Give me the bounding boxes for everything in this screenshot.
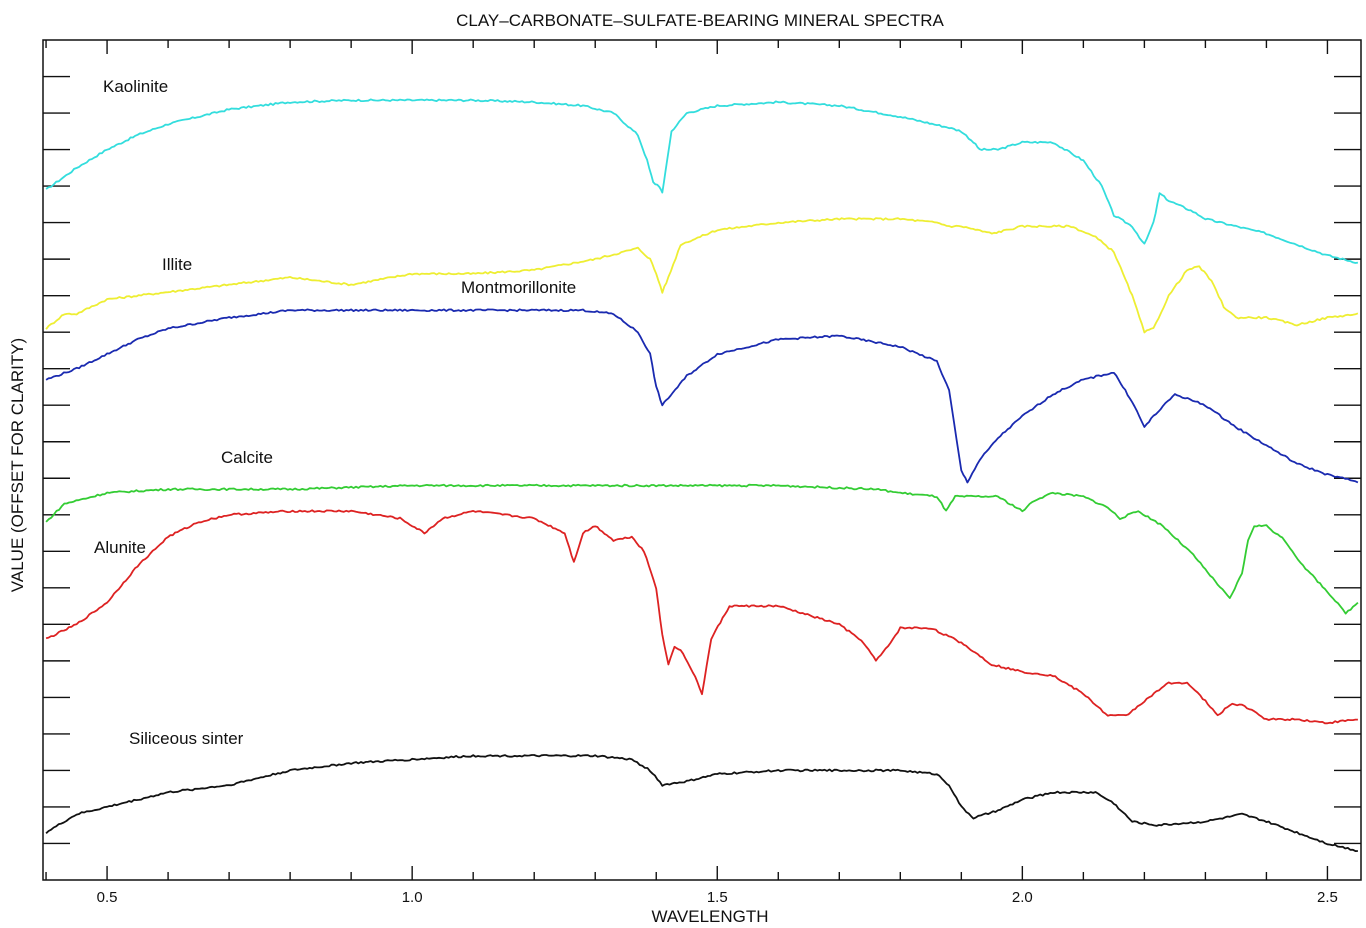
series-line-siliceous-sinter bbox=[45, 754, 1358, 852]
x-tick-label: 0.5 bbox=[97, 889, 118, 906]
series-label-kaolinite: Kaolinite bbox=[103, 77, 168, 96]
series-label-siliceous-sinter: Siliceous sinter bbox=[129, 729, 244, 748]
series-lines bbox=[45, 98, 1359, 852]
series-line-kaolinite bbox=[45, 98, 1359, 264]
x-tick-label: 1.0 bbox=[402, 889, 423, 906]
series-label-calcite: Calcite bbox=[221, 448, 273, 467]
y-axis-label: VALUE (OFFSET FOR CLARITY) bbox=[8, 338, 27, 592]
plot-frame bbox=[42, 39, 1362, 881]
series-line-montmorillonite bbox=[45, 308, 1359, 484]
series-label-illite: Illite bbox=[162, 255, 192, 274]
series-line-calcite bbox=[45, 483, 1359, 615]
x-axis-label: WAVELENGTH bbox=[651, 907, 768, 926]
chart-title: CLAY–CARBONATE–SULFATE-BEARING MINERAL S… bbox=[456, 11, 944, 30]
series-labels: Kaolinite Illite Montmorillonite Calcite… bbox=[94, 77, 576, 748]
series-line-illite bbox=[45, 217, 1359, 334]
x-tick-label: 2.5 bbox=[1317, 889, 1338, 906]
x-tick-label: 2.0 bbox=[1012, 889, 1033, 906]
x-tick-label: 1.5 bbox=[707, 889, 728, 906]
x-tick-labels: 0.5 1.0 1.5 2.0 2.5 bbox=[97, 889, 1338, 906]
series-label-alunite: Alunite bbox=[94, 538, 146, 557]
series-line-alunite bbox=[45, 509, 1358, 725]
series-label-montmorillonite: Montmorillonite bbox=[461, 278, 576, 297]
